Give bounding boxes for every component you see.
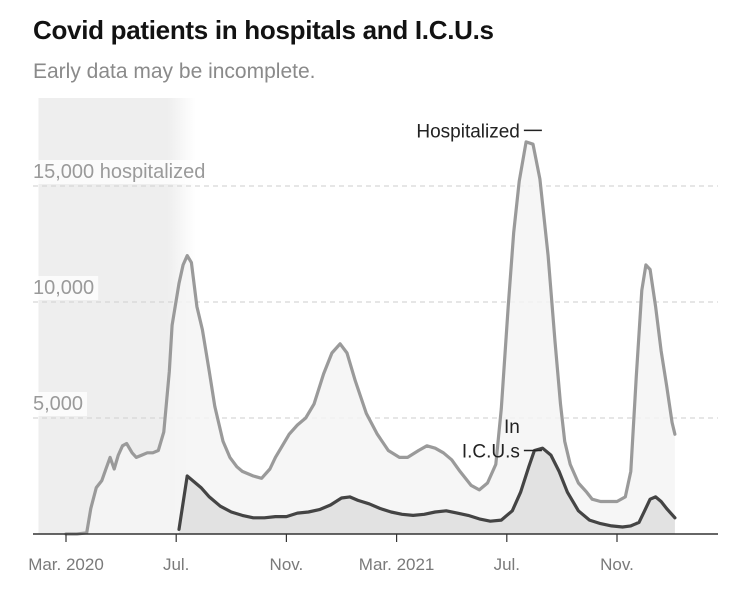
y-tick-label-background	[31, 276, 99, 300]
x-tick-label: Nov.	[600, 555, 634, 574]
annotation-in: In	[504, 417, 520, 438]
y-tick-labels: 5,000 10,000 15,000 hospitalized	[31, 160, 210, 416]
series-area-hospitalized	[66, 141, 675, 534]
y-tick-label: 15,000 hospitalized	[33, 161, 205, 183]
y-tick-label-background	[31, 392, 88, 416]
x-tick-label: Mar. 2020	[28, 555, 104, 574]
series-lines	[64, 140, 677, 536]
series-line-in-i-c-u-s	[177, 446, 677, 531]
gridlines	[33, 185, 718, 419]
annotation-hospitalized: Hospitalized	[416, 121, 520, 142]
x-tick-label: Mar. 2021	[359, 555, 435, 574]
series-line-hospitalized	[64, 140, 677, 536]
annotation-i-c-u-s: I.C.U.s	[462, 441, 520, 462]
x-tick-labels: Mar. 2020 Jul. Nov. Mar. 2021 Jul. Nov.	[28, 555, 634, 574]
x-tick-label: Jul.	[163, 555, 189, 574]
x-tick-label: Nov.	[270, 555, 304, 574]
y-tick-label: 10,000	[33, 277, 94, 299]
x-tick-label: Jul.	[494, 555, 520, 574]
chart-subtitle: Early data may be incomplete.	[33, 60, 316, 83]
chart-title: Covid patients in hospitals and I.C.U.s	[33, 15, 494, 45]
y-tick-label: 5,000	[33, 393, 83, 415]
series-annotations: Hospitalized In I.C.U.s	[416, 121, 542, 462]
x-axis	[33, 533, 718, 542]
y-tick-label-background	[31, 160, 210, 184]
